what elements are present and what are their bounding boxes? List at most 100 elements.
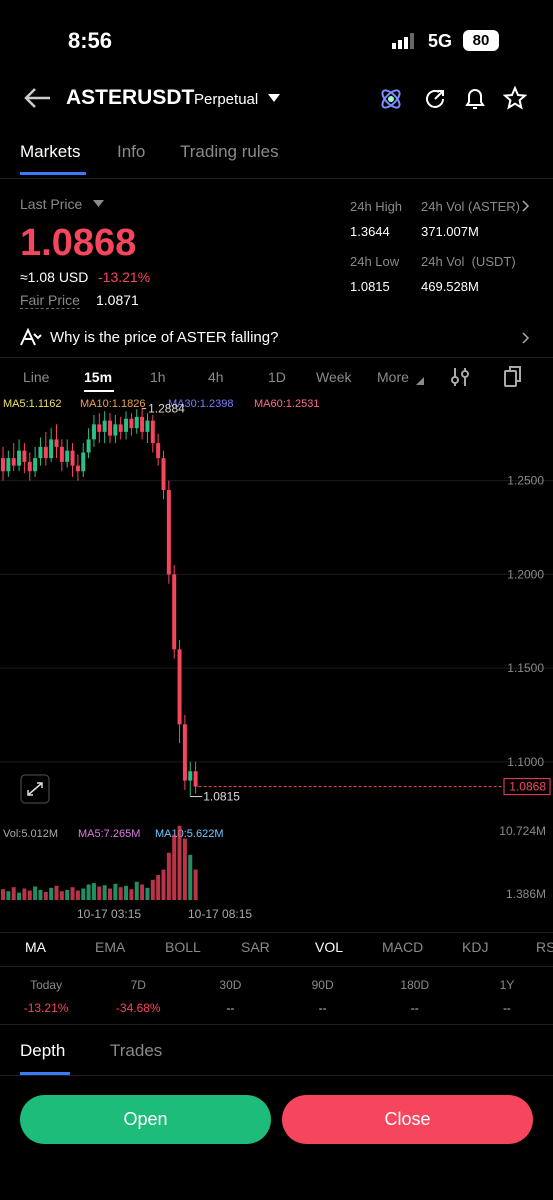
candle-body — [161, 458, 166, 490]
volume-bar — [177, 825, 182, 900]
stat-label: 24h Low — [350, 254, 400, 269]
candle-body — [172, 574, 177, 650]
candle-body — [140, 416, 145, 432]
interval[interactable]: 15m — [84, 369, 113, 385]
indicator[interactable]: RSI — [536, 939, 553, 955]
tab[interactable]: Trades — [110, 1041, 163, 1060]
fair-price-label: Fair Price — [20, 292, 80, 309]
settings-icon[interactable] — [450, 367, 470, 387]
volume-bar — [156, 875, 161, 900]
volume-bar — [108, 888, 112, 900]
time-label: 10-17 03:15 — [77, 907, 141, 921]
contract-type[interactable]: Perpetual — [194, 91, 259, 108]
candle-body — [6, 458, 11, 472]
stat-label: 24h High — [350, 199, 403, 214]
volume-bar — [81, 888, 86, 900]
candle-body — [27, 461, 32, 472]
candle-body — [150, 420, 155, 444]
insight-link[interactable]: Why is the price of ASTER falling? — [50, 329, 279, 346]
tab[interactable]: Info — [117, 142, 146, 161]
return-period: 7D — [130, 978, 146, 992]
return-value: -- — [502, 1001, 511, 1015]
candle-body — [102, 420, 107, 432]
candle-body — [134, 416, 139, 429]
volume-bar — [54, 885, 59, 900]
interval[interactable]: 4h — [208, 369, 224, 385]
volume-legend: MA10:5.622M — [155, 828, 223, 840]
interval[interactable]: More — [377, 369, 409, 385]
divider — [0, 1075, 553, 1076]
volume-bar — [91, 883, 96, 900]
price-label[interactable]: Last Price — [20, 196, 83, 212]
volume-bar — [182, 838, 187, 900]
volume-bar — [150, 879, 155, 900]
candle-body — [177, 649, 182, 725]
y-tick-label: 1.2000 — [507, 567, 544, 581]
expand-button[interactable] — [20, 774, 50, 804]
more-icon — [416, 377, 424, 385]
volume-bar — [38, 889, 43, 900]
volume-bar — [161, 869, 166, 900]
return-value: -13.21% — [23, 1001, 69, 1015]
volume-bar — [124, 885, 129, 900]
volume-bar — [166, 852, 171, 900]
volume-bar — [102, 885, 107, 900]
volume-bar — [1, 889, 5, 900]
chevron — [522, 332, 530, 344]
return-cell: 1Y -- — [461, 978, 553, 1015]
tab[interactable]: Trading rules — [180, 142, 279, 161]
tab-indicator — [20, 1072, 70, 1075]
close-button[interactable]: Close — [282, 1095, 533, 1144]
share-icon[interactable] — [423, 87, 447, 111]
candle-body — [182, 724, 187, 781]
volume-bar — [11, 887, 16, 900]
stat-value: 469.528M — [421, 279, 479, 294]
battery: 80 — [463, 30, 499, 51]
return-value: -- — [226, 1001, 235, 1015]
return-period: 30D — [219, 978, 242, 992]
divider — [0, 1024, 553, 1025]
back-button[interactable] — [22, 86, 52, 110]
indicator[interactable]: MA — [25, 939, 46, 955]
interval[interactable]: Line — [23, 369, 50, 385]
last-price-box — [503, 778, 551, 796]
tab[interactable]: Depth — [20, 1041, 66, 1060]
candle-body — [86, 439, 91, 453]
favorite-icon[interactable] — [503, 86, 527, 110]
volume-bar — [134, 881, 139, 900]
open-button[interactable]: Open — [20, 1095, 271, 1144]
volume-bar — [65, 889, 70, 900]
interval[interactable]: 1h — [150, 369, 166, 385]
stat-label[interactable]: 24h Vol (ASTER) — [421, 199, 520, 214]
chart: MA5:1.1162 MA10:1.1826 MA30:1.2398 MA60:… — [0, 398, 553, 921]
indicator[interactable]: MACD — [382, 939, 424, 955]
divider — [0, 932, 553, 933]
returns-row: Today -13.21% 7D -34.68% 30D -- 90D -- 180D -- 1Y -… — [0, 978, 553, 1015]
interval[interactable]: 1D — [268, 369, 286, 385]
volume-bar — [193, 869, 198, 900]
volume-bar — [33, 886, 38, 900]
interval[interactable]: Week — [316, 369, 352, 385]
volume-bar — [145, 887, 150, 900]
indicator[interactable]: VOL — [315, 939, 344, 955]
approx-price: ≈1.08 USD — [20, 269, 89, 285]
indicator[interactable]: KDJ — [462, 939, 489, 955]
candle-body — [11, 458, 16, 466]
network: 5G — [428, 31, 453, 51]
volume-bar — [97, 886, 102, 900]
indicator[interactable]: EMA — [95, 939, 126, 955]
alert-icon[interactable] — [463, 86, 487, 112]
candle-body — [38, 446, 43, 459]
copy-icon[interactable] — [504, 366, 522, 388]
ai-icon[interactable] — [378, 86, 404, 112]
divider — [0, 357, 553, 358]
return-cell: 180D -- — [369, 978, 461, 1015]
tab[interactable]: Markets — [20, 142, 81, 161]
indicator[interactable]: SAR — [241, 939, 270, 955]
candle-body — [97, 424, 102, 432]
ma-legend: MA30:1.2398 — [168, 398, 233, 410]
indicator[interactable]: BOLL — [165, 939, 201, 955]
return-cell: 7D -34.68% — [92, 978, 184, 1015]
symbol[interactable]: ASTERUSDT — [66, 86, 195, 109]
volume-bar — [113, 883, 118, 900]
